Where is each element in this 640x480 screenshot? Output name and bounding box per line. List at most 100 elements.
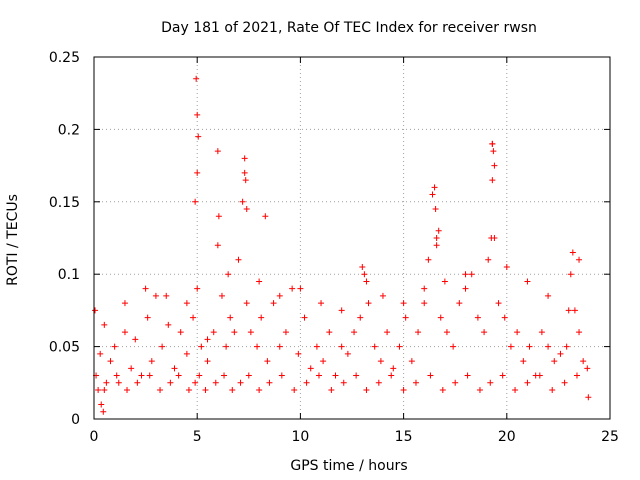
- data-point: [580, 358, 587, 365]
- data-point: [185, 387, 192, 394]
- data-point: [402, 314, 409, 321]
- data-point: [241, 169, 248, 176]
- data-point: [549, 387, 556, 394]
- data-point: [297, 285, 304, 292]
- data-point: [503, 263, 510, 270]
- data-point: [100, 408, 107, 415]
- data-point: [462, 271, 469, 278]
- data-point: [157, 387, 164, 394]
- data-point: [237, 379, 244, 386]
- data-point: [452, 379, 459, 386]
- data-point: [115, 379, 122, 386]
- data-point: [379, 292, 386, 299]
- data-point: [195, 133, 202, 140]
- chart-title: Day 181 of 2021, Rate Of TEC Index for r…: [161, 20, 537, 36]
- data-point: [210, 329, 217, 336]
- data-point: [183, 350, 190, 357]
- data-point: [396, 343, 403, 350]
- data-point: [363, 278, 370, 285]
- y-tick-label: 0.05: [49, 340, 80, 356]
- data-point: [563, 343, 570, 350]
- data-point: [507, 343, 514, 350]
- data-point: [495, 300, 502, 307]
- data-point: [103, 379, 110, 386]
- data-point: [148, 358, 155, 365]
- data-point: [270, 300, 277, 307]
- data-point: [193, 75, 200, 82]
- data-point: [315, 372, 322, 379]
- data-point: [247, 329, 254, 336]
- data-point: [264, 358, 271, 365]
- data-point: [384, 329, 391, 336]
- plot-frame: [93, 56, 611, 420]
- x-tick-label: 5: [193, 429, 202, 445]
- data-point: [375, 379, 382, 386]
- data-point: [144, 314, 151, 321]
- data-point: [163, 292, 170, 299]
- data-point: [239, 198, 246, 205]
- data-point: [291, 387, 298, 394]
- data-point: [258, 314, 265, 321]
- data-point: [429, 191, 436, 198]
- data-point: [301, 314, 308, 321]
- data-point: [256, 278, 263, 285]
- data-point: [256, 387, 263, 394]
- data-point: [235, 256, 242, 263]
- data-point: [489, 140, 496, 147]
- data-point: [113, 372, 120, 379]
- y-tick-label: 0.1: [58, 267, 80, 283]
- data-point: [561, 379, 568, 386]
- data-point: [569, 249, 576, 256]
- data-point: [576, 256, 583, 263]
- data-point: [425, 256, 432, 263]
- data-point: [214, 148, 221, 155]
- data-point: [545, 343, 552, 350]
- data-point: [427, 372, 434, 379]
- data-point: [190, 314, 197, 321]
- data-point: [408, 358, 415, 365]
- data-point: [101, 321, 108, 328]
- data-point: [92, 307, 99, 314]
- x-tick-label: 15: [395, 429, 413, 445]
- y-tick-label: 0.2: [58, 122, 80, 138]
- data-point: [262, 213, 269, 220]
- data-point: [351, 329, 358, 336]
- data-point: [198, 343, 205, 350]
- data-point: [450, 343, 457, 350]
- data-point: [415, 329, 422, 336]
- y-tick-label: 0: [71, 412, 80, 428]
- data-point: [365, 300, 372, 307]
- data-point: [353, 372, 360, 379]
- data-point: [214, 242, 221, 249]
- data-point: [152, 292, 159, 299]
- data-point: [121, 329, 128, 336]
- x-tick-label: 25: [601, 429, 619, 445]
- data-point: [400, 300, 407, 307]
- data-point: [576, 329, 583, 336]
- data-point: [526, 343, 533, 350]
- axis-ticks: 0 5 10 15 20 25 0 0.05 0.1 0.15 0.2 0.25: [49, 50, 619, 445]
- y-tick-label: 0.15: [49, 195, 80, 211]
- data-point: [412, 379, 419, 386]
- data-point: [476, 387, 483, 394]
- data-point: [431, 184, 438, 191]
- data-point: [243, 300, 250, 307]
- data-point: [439, 387, 446, 394]
- data-point: [421, 300, 428, 307]
- data-point: [441, 278, 448, 285]
- data-point: [520, 358, 527, 365]
- data-point: [121, 300, 128, 307]
- data-point: [194, 169, 201, 176]
- data-point: [175, 372, 182, 379]
- data-point: [468, 271, 475, 278]
- data-point: [202, 387, 209, 394]
- data-point: [276, 292, 283, 299]
- data-point: [388, 372, 395, 379]
- data-point: [124, 387, 131, 394]
- data-point: [159, 343, 166, 350]
- data-point: [567, 271, 574, 278]
- x-tick-label: 20: [498, 429, 516, 445]
- data-point: [227, 314, 234, 321]
- data-point: [571, 307, 578, 314]
